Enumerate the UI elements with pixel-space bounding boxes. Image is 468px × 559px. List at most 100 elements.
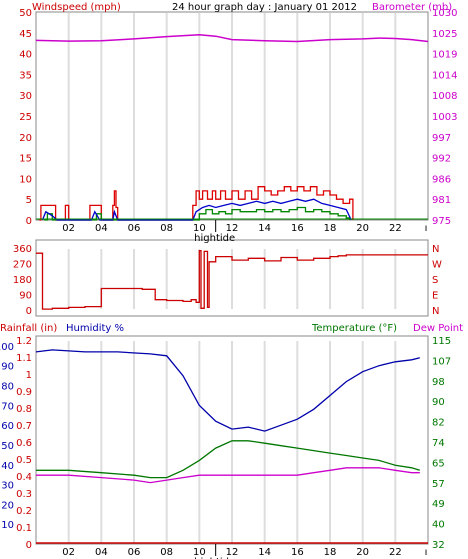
left-tick-label: 40 xyxy=(19,50,32,61)
x-tick-label: 22 xyxy=(389,223,402,234)
right-tick-label: 57 xyxy=(432,479,445,490)
wind-green-line xyxy=(44,206,351,221)
right-tick-label: 82 xyxy=(432,418,445,429)
right-tick-label: 98 xyxy=(432,377,445,388)
left-tick-label: 0.6 xyxy=(16,438,32,449)
right-tick-label: 1019 xyxy=(432,50,457,61)
right-tick-label: 115 xyxy=(432,336,451,347)
x-tick-label: 22 xyxy=(389,547,402,558)
right-tick-label: 986 xyxy=(432,174,451,185)
x-tick-label: 14 xyxy=(258,547,271,558)
temperature-axis-label: Temperature (°F) xyxy=(311,323,397,334)
left-tick-label: 0 xyxy=(26,540,32,551)
x-tick-label: 14 xyxy=(258,223,271,234)
wind-axis-label: Windspeed (mph) xyxy=(32,2,121,13)
left-tick-label: 0.1 xyxy=(16,523,32,534)
left-tick-label: 45 xyxy=(19,29,32,40)
dewpoint-line xyxy=(36,467,420,484)
x-tick-label: 08 xyxy=(160,547,173,558)
left-tick-label: 0.9 xyxy=(16,387,32,398)
right-tick-label: 981 xyxy=(432,195,451,206)
right-tick-label: 40 xyxy=(432,520,445,531)
left-tick-label: 0 xyxy=(26,306,32,317)
right-tick-label: 90 xyxy=(432,397,445,408)
x-tick-label: 10 xyxy=(193,547,206,558)
humidity-axis-label: Humidity % xyxy=(66,323,124,334)
left-tick-label: 50 xyxy=(19,8,32,19)
left-tick-label: 0.7 xyxy=(16,421,32,432)
right-tick-label: 32 xyxy=(432,540,445,551)
x-tick-label: 20 xyxy=(356,547,369,558)
right-tick-label: N xyxy=(432,244,439,255)
humidity-tick-label: 70 xyxy=(1,401,14,412)
right-tick-label: 49 xyxy=(432,499,445,510)
right-tick-label: 1014 xyxy=(432,70,457,81)
left-tick-label: 180 xyxy=(13,275,32,286)
x-tick-label: 10 xyxy=(193,223,206,234)
x-tick-label: 08 xyxy=(160,223,173,234)
right-tick-label: E xyxy=(432,291,438,302)
x-tick-label: 04 xyxy=(95,547,108,558)
hightide-annotation: hightide xyxy=(194,557,235,559)
right-tick-label: N xyxy=(432,306,439,317)
right-tick-label: 107 xyxy=(432,356,451,367)
chart-title: 24 hour graph day : January 01 2012 xyxy=(172,2,357,13)
left-tick-label: 10 xyxy=(19,174,32,185)
humidity-tick-label: 50 xyxy=(1,441,14,452)
right-tick-label: 74 xyxy=(432,438,445,449)
x-tick-label: 06 xyxy=(128,547,141,558)
right-tick-label: 997 xyxy=(432,133,451,144)
left-tick-label: 0.3 xyxy=(16,489,32,500)
humidity-tick-label: 60 xyxy=(1,421,14,432)
x-tick-label: 04 xyxy=(95,223,108,234)
left-tick-label: 1.2 xyxy=(16,336,32,347)
left-tick-label: 0.8 xyxy=(16,404,32,415)
x-tick-label: 12 xyxy=(226,223,239,234)
right-tick-label: 65 xyxy=(432,458,445,469)
wind-direction-line xyxy=(36,249,428,310)
x-tick-label: 16 xyxy=(291,223,304,234)
x-tick-label: 12 xyxy=(226,547,239,558)
x-end-tick: ı xyxy=(425,547,428,558)
left-tick-label: 0.2 xyxy=(16,506,32,517)
humidity-tick-label: 20 xyxy=(1,500,14,511)
right-tick-label: 992 xyxy=(432,154,451,165)
right-tick-label: S xyxy=(432,275,438,286)
dewpoint-axis-label: Dew Point xyxy=(413,323,463,334)
left-tick-label: 270 xyxy=(13,260,32,271)
humidity-tick-label: 30 xyxy=(1,481,14,492)
x-tick-label: 02 xyxy=(62,223,75,234)
temperature-line xyxy=(36,440,420,479)
x-end-tick: ı xyxy=(425,223,428,234)
right-tick-label: 1003 xyxy=(432,112,457,123)
right-tick-label: W xyxy=(432,260,442,271)
x-tick-label: 18 xyxy=(324,547,337,558)
x-tick-label: 20 xyxy=(356,223,369,234)
barometer-axis-label: Barometer (mb) xyxy=(372,2,452,13)
right-tick-label: 1008 xyxy=(432,91,457,102)
humidity-tick-label: 10 xyxy=(1,520,14,531)
left-tick-label: 0.5 xyxy=(16,455,32,466)
left-tick-label: 5 xyxy=(26,195,32,206)
barometer-line xyxy=(35,33,429,43)
humidity-line xyxy=(35,349,420,432)
humidity-tick-label: 80 xyxy=(1,382,14,393)
rainfall-axis-label: Rainfall (in) xyxy=(0,323,57,334)
left-tick-label: 35 xyxy=(19,70,32,81)
x-tick-label: 16 xyxy=(291,547,304,558)
left-tick-label: 20 xyxy=(19,133,32,144)
x-tick-label: 06 xyxy=(128,223,141,234)
humidity-tick-label: 40 xyxy=(1,461,14,472)
left-tick-label: 15 xyxy=(19,154,32,165)
left-tick-label: 90 xyxy=(19,291,32,302)
x-tick-label: 02 xyxy=(62,547,75,558)
left-tick-label: 0 xyxy=(26,216,32,227)
left-tick-label: 30 xyxy=(19,91,32,102)
hightide-annotation: hightide xyxy=(194,233,235,244)
left-tick-label: 360 xyxy=(13,244,32,255)
right-tick-label: 975 xyxy=(432,216,451,227)
wind-gust-line xyxy=(39,186,354,221)
left-tick-label: 25 xyxy=(19,112,32,123)
right-tick-label: 1030 xyxy=(432,8,457,19)
